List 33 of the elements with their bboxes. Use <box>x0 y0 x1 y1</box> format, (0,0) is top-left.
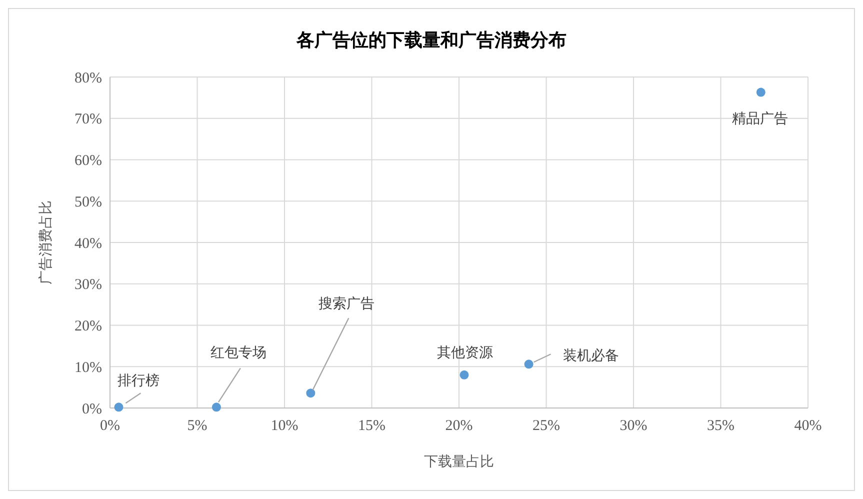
annotation: 精品广告 <box>732 111 788 128</box>
y-tick-label: 0% <box>82 401 102 418</box>
point <box>212 402 221 412</box>
annotation: 其他资源 <box>437 344 494 361</box>
annotation: 红包专场 <box>210 345 266 362</box>
x-axis-title: 下载量占比 <box>424 454 494 470</box>
point <box>524 360 534 369</box>
x-tick-label: 30% <box>620 418 648 434</box>
point <box>306 388 316 398</box>
chart-title: 各广告位的下载量和广告消费分布 <box>296 30 566 50</box>
y-tick-label: 60% <box>74 153 102 169</box>
annotation: 装机必备 <box>562 348 619 364</box>
y-tick-label: 80% <box>74 70 102 86</box>
annotation: 排行榜 <box>118 373 160 390</box>
y-tick-label: 10% <box>74 360 102 376</box>
x-tick-label: 20% <box>445 418 473 434</box>
x-tick-label: 40% <box>794 418 822 434</box>
x-tick-label: 35% <box>707 418 734 434</box>
x-tick-label: 0% <box>100 418 120 434</box>
x-tick-label: 10% <box>270 418 298 434</box>
y-tick-label: 40% <box>74 236 102 252</box>
point <box>114 402 124 412</box>
y-tick-label: 70% <box>74 112 102 128</box>
x-tick-label: 15% <box>358 418 386 434</box>
point <box>460 370 469 380</box>
point <box>756 88 766 97</box>
y-axis-title: 广告消费占比 <box>38 200 54 284</box>
y-tick-label: 50% <box>74 194 102 210</box>
x-tick-label: 5% <box>187 418 208 434</box>
y-tick-label: 30% <box>74 277 102 294</box>
x-tick-label: 25% <box>532 418 560 434</box>
annotation: 搜索广告 <box>318 296 375 312</box>
y-tick-label: 20% <box>74 318 102 334</box>
